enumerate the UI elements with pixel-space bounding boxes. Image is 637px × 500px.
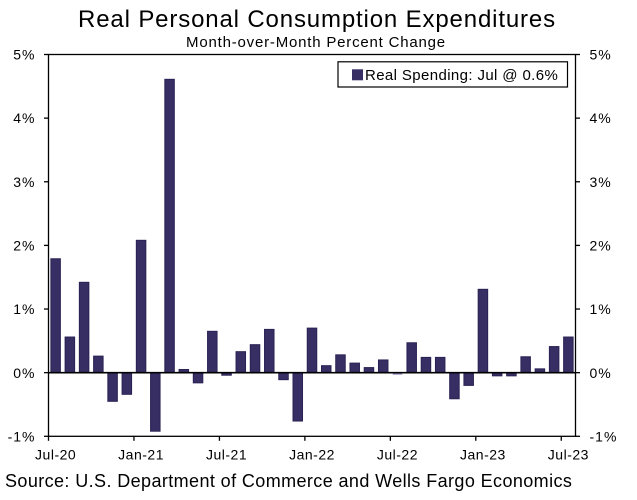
svg-text:4%: 4%	[590, 110, 612, 126]
svg-text:3%: 3%	[13, 174, 35, 190]
svg-text:Month-over-Month Percent Chang: Month-over-Month Percent Change	[186, 34, 446, 51]
svg-text:2%: 2%	[13, 238, 35, 254]
svg-text:Jan-21: Jan-21	[118, 447, 164, 463]
svg-text:Real Spending: Jul @ 0.6%: Real Spending: Jul @ 0.6%	[365, 67, 558, 84]
svg-text:0%: 0%	[590, 365, 612, 381]
svg-text:-1%: -1%	[8, 428, 36, 444]
svg-text:5%: 5%	[13, 47, 35, 63]
svg-text:Jan-22: Jan-22	[289, 447, 335, 463]
svg-text:Jan-23: Jan-23	[460, 447, 506, 463]
svg-text:Jul-20: Jul-20	[35, 447, 76, 463]
svg-text:3%: 3%	[590, 174, 612, 190]
svg-text:4%: 4%	[13, 110, 35, 126]
svg-text:2%: 2%	[590, 238, 612, 254]
svg-text:Jul-23: Jul-23	[548, 447, 589, 463]
svg-text:5%: 5%	[590, 47, 612, 63]
svg-text:1%: 1%	[590, 301, 612, 317]
svg-text:Jul-22: Jul-22	[377, 447, 418, 463]
svg-text:0%: 0%	[13, 365, 35, 381]
svg-text:1%: 1%	[13, 301, 35, 317]
svg-text:Jul-21: Jul-21	[206, 447, 247, 463]
svg-text:Source: U.S. Department of Com: Source: U.S. Department of Commerce and …	[5, 471, 572, 491]
svg-text:-1%: -1%	[590, 428, 618, 444]
svg-text:Real Personal Consumption Expe: Real Personal Consumption Expenditures	[78, 6, 556, 33]
